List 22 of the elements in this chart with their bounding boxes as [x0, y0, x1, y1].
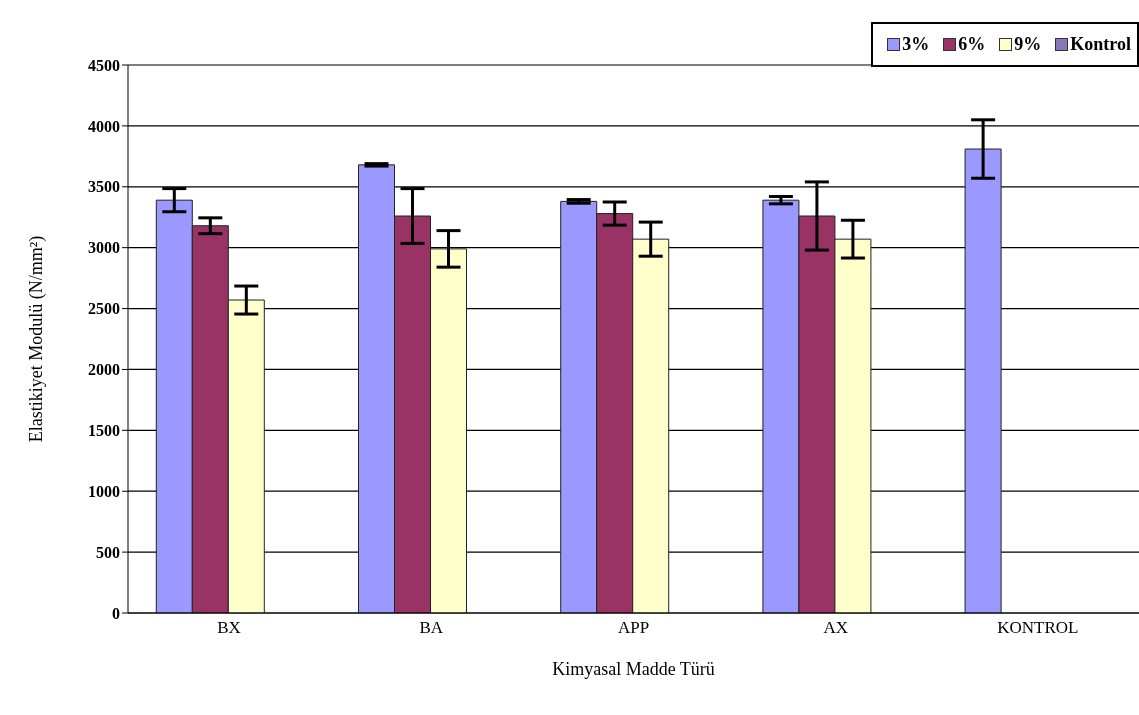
bar: [964, 148, 1002, 613]
y-tick-label: 500: [96, 543, 120, 561]
y-tick-label: 2000: [88, 361, 120, 379]
legend-label: 6%: [958, 34, 986, 55]
y-tick-label: 3500: [88, 178, 120, 196]
x-tick-label: KONTROL: [997, 618, 1079, 638]
y-axis-title: Elastikiyet Modulü (N/mm²): [26, 235, 48, 443]
y-tick-label: 1000: [88, 482, 120, 500]
x-tick-label: APP: [617, 618, 650, 638]
x-axis-title: Kimyasal Madde Türü: [552, 659, 715, 679]
y-tick-label: 2500: [88, 300, 120, 318]
x-tick-label: AX: [823, 618, 848, 638]
x-tick-label: BA: [419, 618, 444, 638]
legend-label: Kontrol: [1070, 34, 1131, 55]
y-tick-label: 0: [112, 604, 120, 622]
legend-label: 3%: [902, 34, 930, 55]
y-tick-label: 4500: [88, 56, 120, 74]
legend-label: 9%: [1014, 34, 1042, 55]
y-tick-label: 4000: [88, 117, 120, 135]
y-tick-label: 3000: [88, 239, 120, 257]
x-tick-label: BX: [217, 618, 241, 638]
y-tick-label: 1500: [88, 422, 120, 440]
